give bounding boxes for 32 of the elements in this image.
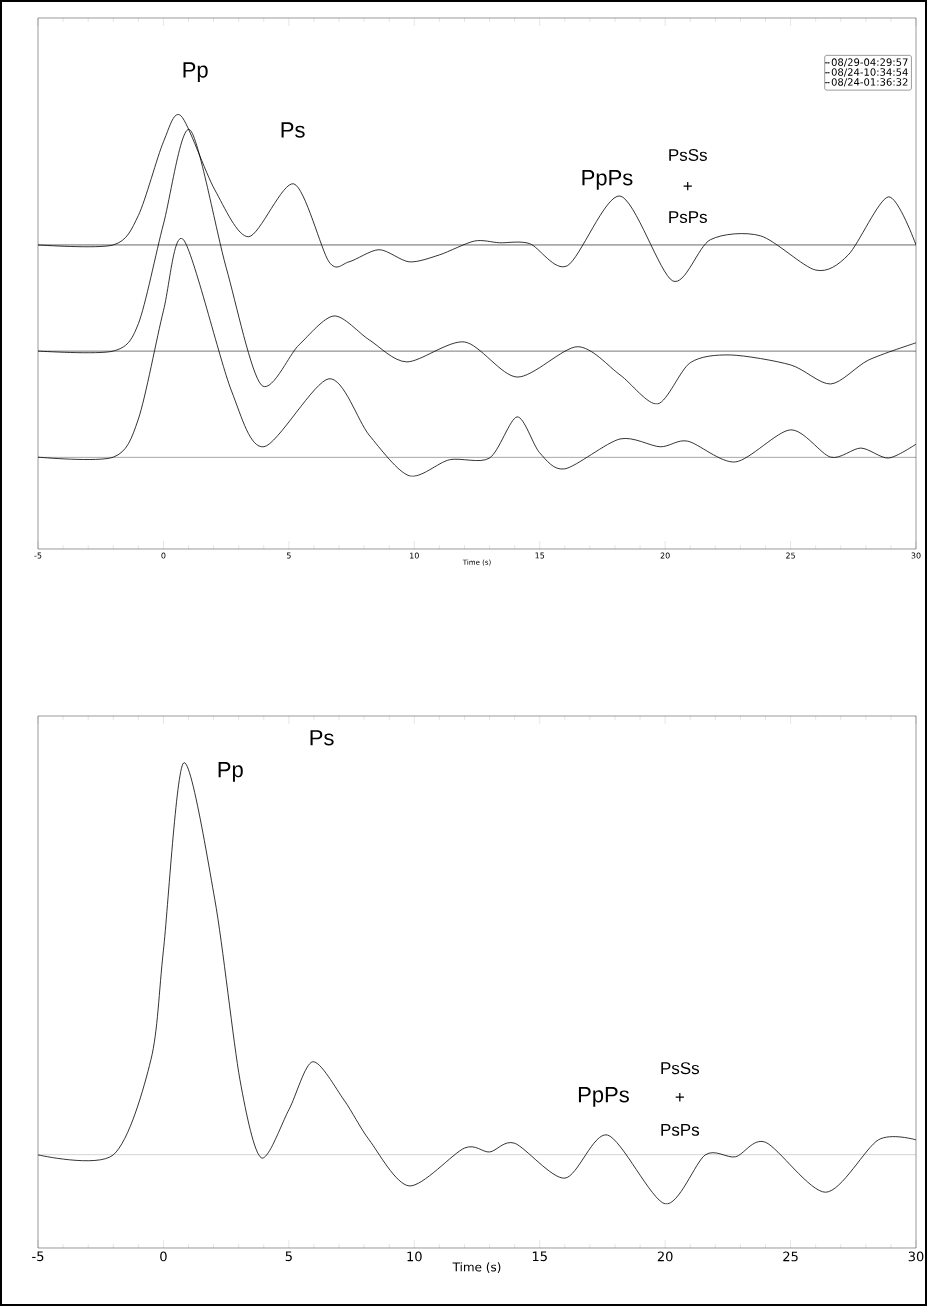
annotation: + — [683, 181, 693, 191]
text: Ps — [310, 730, 334, 746]
annotation: PsSs — [669, 148, 708, 162]
x-tick-label: -5 — [34, 552, 42, 559]
legend-label: 08/24-10:34:54 — [831, 68, 909, 77]
annotation: + — [675, 1093, 685, 1102]
x-tick-label: 20 — [658, 1251, 673, 1262]
x-tick-label: 25 — [786, 552, 796, 559]
annotation: PsPs — [661, 1123, 700, 1136]
x-tick-label: 15 — [535, 552, 545, 559]
annotation: PpPs — [582, 170, 633, 190]
x-tick-label: 10 — [410, 552, 420, 559]
x-tick-label: 0 — [160, 1251, 167, 1262]
x-axis-title: Time (s) — [452, 1262, 501, 1273]
x-tick-label: 10 — [407, 1251, 422, 1262]
annotation: PsPs — [669, 211, 708, 224]
annotation: PpPs — [579, 1087, 630, 1107]
x-tick-label: 0 — [161, 552, 166, 559]
annotation: Pp — [218, 762, 244, 782]
x-tick-label: 30 — [908, 1251, 924, 1262]
x-tick-label: 25 — [783, 1251, 798, 1262]
x-tick-label: 30 — [911, 552, 921, 559]
x-tick-label: 5 — [287, 552, 291, 559]
x-tick-label: 15 — [533, 1251, 548, 1262]
text: Pp — [183, 62, 208, 82]
annotation: PsSs — [661, 1062, 700, 1075]
legend-label: 08/29-04:29:57 — [831, 58, 908, 67]
x-tick-label: 5 — [285, 1251, 293, 1262]
x-tick-label: -5 — [32, 1251, 44, 1262]
legend-label: 08/24-01:36:32 — [831, 78, 908, 87]
annotation: Ps — [281, 122, 305, 138]
x-tick-label: 20 — [660, 552, 670, 559]
